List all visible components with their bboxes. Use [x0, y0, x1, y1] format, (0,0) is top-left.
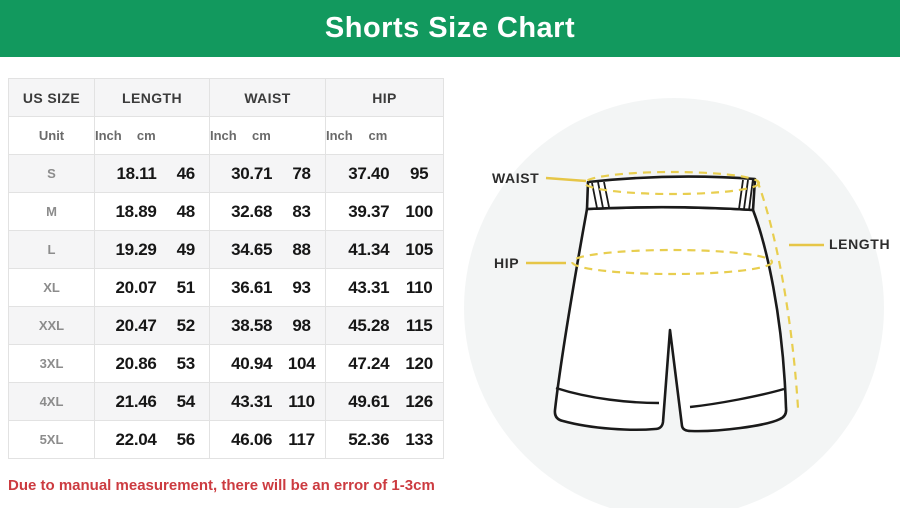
unit-row: Unit Inch cm Inch cm Inch cm: [8, 116, 444, 155]
table-row: XXL 20.47 52 38.58 98 45.28 115: [8, 306, 444, 345]
size-label: L: [8, 230, 95, 269]
page-title: Shorts Size Chart: [324, 12, 576, 44]
shorts-diagram: WAIST HIP LENGTH: [450, 58, 900, 508]
col-header-length: LENGTH: [94, 78, 210, 117]
size-label: XL: [8, 268, 95, 307]
length-unit-cm: cm: [136, 128, 156, 143]
waistband-ribbing: [591, 178, 754, 211]
table-row: 3XL 20.86 53 40.94 104 47.24 120: [8, 344, 444, 383]
hip-measure-ellipse: [570, 248, 774, 276]
hip-unit-inch: Inch: [326, 128, 353, 143]
table-row: 5XL 22.04 56 46.06 117 52.36 133: [8, 420, 444, 459]
measurement-note: Due to manual measurement, there will be…: [8, 477, 435, 494]
table-row: S 18.11 46 30.71 78 37.40 95: [8, 154, 444, 193]
waist-unit-cm: cm: [252, 128, 271, 143]
size-label: 5XL: [8, 420, 95, 459]
right-hem-line: [689, 387, 785, 409]
shorts-illustration: [464, 98, 884, 508]
shorts-body: [553, 205, 788, 433]
size-label: M: [8, 192, 95, 231]
waist-leader-line: [545, 176, 587, 183]
waist-unit-inch: Inch: [210, 128, 237, 143]
length-measure-line: [755, 179, 800, 409]
size-label: 3XL: [8, 344, 95, 383]
leader-lines: [526, 176, 824, 265]
col-header-size: US SIZE: [8, 78, 95, 117]
size-label: S: [8, 154, 95, 193]
hip-unit-cm: cm: [368, 128, 388, 143]
table-row: M 18.89 48 32.68 83 39.37 100: [8, 192, 444, 231]
hip-label: HIP: [494, 255, 520, 271]
table-row: L 19.29 49 34.65 88 41.34 105: [8, 230, 444, 269]
table-row: 4XL 21.46 54 43.31 110 49.61 126: [8, 382, 444, 421]
waist-label: WAIST: [492, 170, 540, 186]
length-label: LENGTH: [829, 236, 891, 252]
left-hem-line: [555, 386, 660, 405]
col-header-waist: WAIST: [209, 78, 326, 117]
length-unit-inch: Inch: [95, 128, 122, 143]
title-banner: Shorts Size Chart: [0, 0, 900, 57]
table-header-row: US SIZE LENGTH WAIST HIP: [8, 78, 444, 117]
table-row: XL 20.07 51 36.61 93 43.31 110: [8, 268, 444, 307]
col-header-hip: HIP: [325, 78, 444, 117]
size-table: US SIZE LENGTH WAIST HIP Unit Inch cm Inc…: [8, 78, 444, 459]
size-label: 4XL: [8, 382, 95, 421]
unit-label: Unit: [8, 116, 95, 155]
size-label: XXL: [8, 306, 95, 345]
